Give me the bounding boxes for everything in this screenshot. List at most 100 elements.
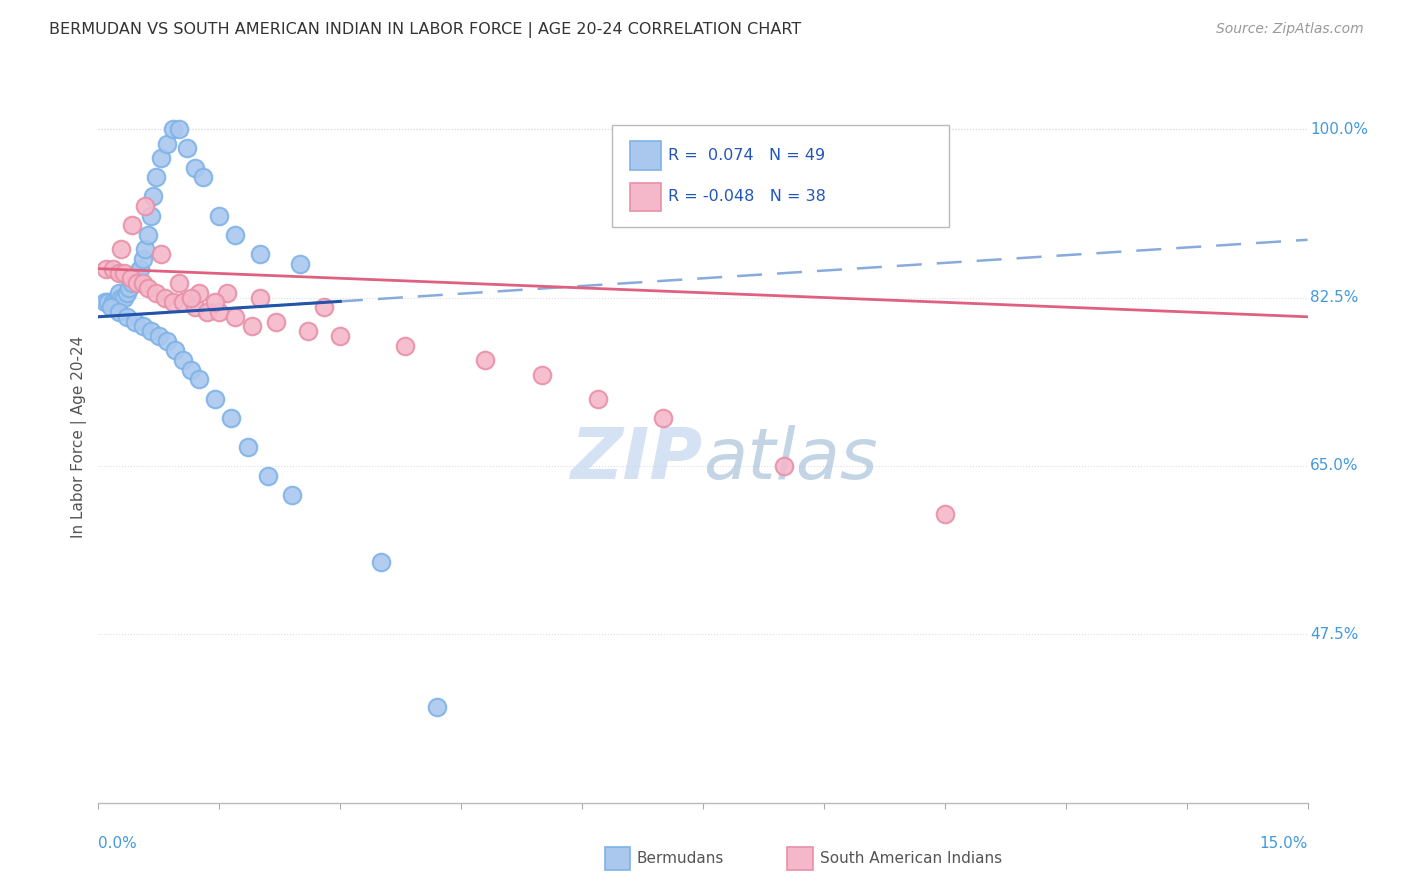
Point — [156, 334, 179, 348]
Text: R = -0.048   N = 38: R = -0.048 N = 38 — [668, 189, 825, 204]
Point — [153, 291, 176, 305]
Point — [281, 488, 304, 502]
Point — [118, 281, 141, 295]
Point — [132, 319, 155, 334]
Point — [204, 295, 226, 310]
Point — [142, 189, 165, 203]
Text: Source: ZipAtlas.com: Source: ZipAtlas.com — [1216, 22, 1364, 37]
Point — [110, 291, 132, 305]
Text: R =  0.074   N = 49: R = 0.074 N = 49 — [668, 148, 825, 163]
Point — [224, 310, 246, 324]
Text: atlas: atlas — [703, 425, 877, 493]
Point — [115, 285, 138, 300]
Point — [150, 247, 173, 261]
Point — [162, 295, 184, 310]
Text: Bermudans: Bermudans — [637, 851, 724, 865]
Text: 82.5%: 82.5% — [1310, 290, 1358, 305]
Point — [184, 300, 207, 314]
Text: 100.0%: 100.0% — [1310, 121, 1368, 136]
Point — [172, 353, 194, 368]
Point — [172, 295, 194, 310]
Point — [124, 271, 146, 285]
Point — [163, 343, 186, 358]
Point — [120, 271, 142, 285]
Point — [193, 170, 215, 185]
Point — [224, 227, 246, 242]
Point — [651, 410, 673, 425]
Point — [264, 315, 287, 329]
Point — [184, 161, 207, 175]
Point — [145, 170, 167, 185]
Point — [121, 219, 143, 233]
Text: South American Indians: South American Indians — [820, 851, 1002, 865]
Point — [139, 209, 162, 223]
Text: 0.0%: 0.0% — [98, 837, 138, 852]
Point — [107, 305, 129, 319]
Point — [112, 291, 135, 305]
Point — [100, 300, 122, 314]
Point — [132, 252, 155, 266]
Point — [288, 257, 311, 271]
Point — [329, 329, 352, 343]
Point — [121, 276, 143, 290]
Point — [934, 507, 956, 521]
Point — [115, 310, 138, 324]
Point — [94, 295, 117, 310]
Point — [156, 136, 179, 151]
Point — [96, 261, 118, 276]
Point — [180, 291, 202, 305]
Point — [188, 285, 211, 300]
Point — [101, 261, 124, 276]
Point — [167, 276, 190, 290]
Point — [221, 410, 243, 425]
Point — [124, 315, 146, 329]
Point — [370, 555, 392, 569]
Point — [139, 324, 162, 338]
Point — [249, 247, 271, 261]
Point — [426, 699, 449, 714]
Point — [530, 368, 553, 382]
Text: ZIP: ZIP — [571, 425, 703, 493]
Point — [148, 329, 170, 343]
Point — [127, 267, 149, 281]
Point — [236, 440, 259, 454]
Point — [162, 122, 184, 136]
Point — [127, 276, 149, 290]
Point — [217, 285, 239, 300]
Point — [97, 295, 120, 310]
Point — [138, 281, 160, 295]
Point — [145, 285, 167, 300]
Point — [297, 324, 319, 338]
Point — [195, 305, 218, 319]
Point — [474, 353, 496, 368]
Point — [772, 458, 794, 473]
Point — [105, 295, 128, 310]
Point — [138, 227, 160, 242]
Point — [134, 199, 156, 213]
Point — [176, 141, 198, 155]
Point — [208, 209, 231, 223]
Point — [586, 392, 609, 406]
Point — [112, 267, 135, 281]
Point — [256, 468, 278, 483]
Point — [249, 291, 271, 305]
Point — [129, 261, 152, 276]
Point — [204, 392, 226, 406]
Y-axis label: In Labor Force | Age 20-24: In Labor Force | Age 20-24 — [72, 336, 87, 538]
Point — [101, 295, 124, 310]
Point — [188, 372, 211, 386]
Text: 47.5%: 47.5% — [1310, 627, 1358, 642]
Point — [167, 122, 190, 136]
Point — [208, 305, 231, 319]
Point — [110, 243, 132, 257]
Point — [107, 267, 129, 281]
Point — [180, 362, 202, 376]
Text: 65.0%: 65.0% — [1310, 458, 1358, 474]
Point — [240, 319, 263, 334]
Point — [107, 285, 129, 300]
Point — [314, 300, 336, 314]
Text: 15.0%: 15.0% — [1260, 837, 1308, 852]
Text: BERMUDAN VS SOUTH AMERICAN INDIAN IN LABOR FORCE | AGE 20-24 CORRELATION CHART: BERMUDAN VS SOUTH AMERICAN INDIAN IN LAB… — [49, 22, 801, 38]
Point — [134, 243, 156, 257]
Point — [132, 276, 155, 290]
